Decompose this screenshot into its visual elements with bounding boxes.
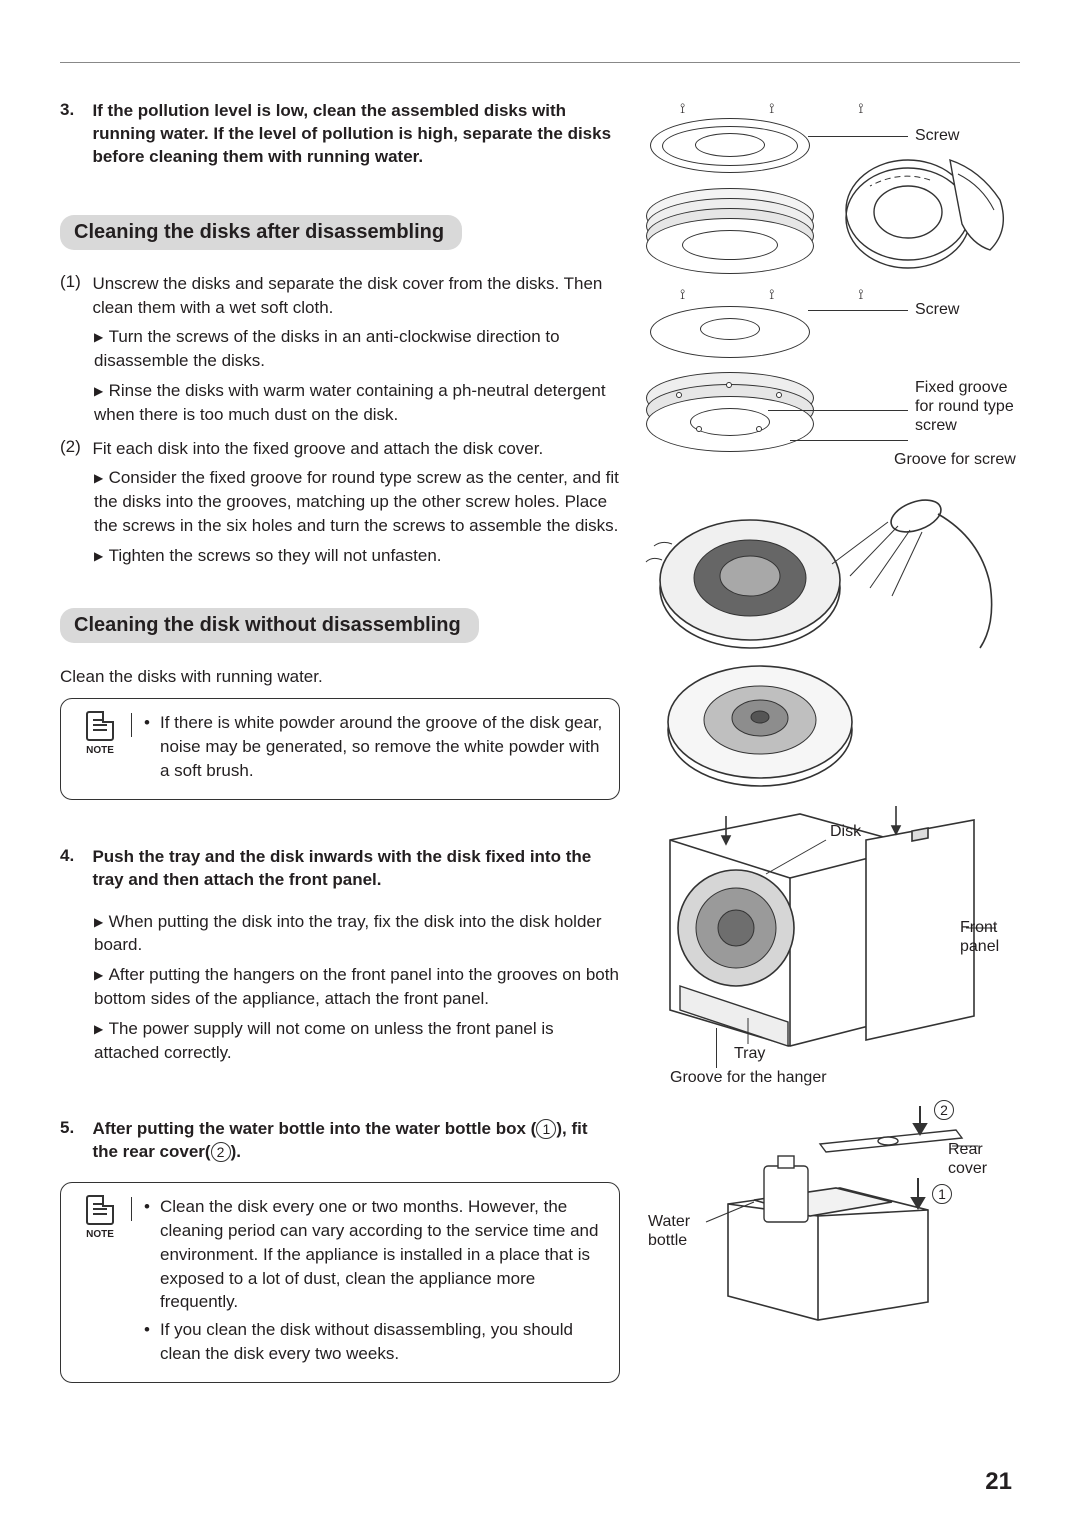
note-1-text: If there is white powder around the groo…: [160, 711, 603, 782]
substep-1-marker: (1): [60, 272, 88, 292]
note-label: NOTE: [73, 1229, 127, 1240]
note-icon: NOTE: [73, 711, 127, 756]
note-glyph-icon: [86, 1195, 114, 1225]
bullet: When putting the disk into the tray, fix…: [94, 910, 620, 958]
step-5: 5. After putting the water bottle into t…: [60, 1118, 620, 1164]
bullet: Rinse the disks with warm water containi…: [94, 379, 620, 427]
substep-1-text: Unscrew the disks and separate the disk …: [92, 272, 612, 320]
illus-exploded-mid: ⟟ ⟟ ⟟ Screw Fixed groove for round type …: [640, 292, 1020, 482]
step-4: 4. Push the tray and the disk inwards wi…: [60, 846, 620, 892]
label-tray: Tray: [734, 1044, 765, 1063]
label-screw-2: Screw: [915, 300, 959, 319]
step-4-text: Push the tray and the disk inwards with …: [92, 846, 614, 892]
bullet: Turn the screws of the disks in an anti-…: [94, 325, 620, 373]
label-water-bottle: Water bottle: [648, 1212, 708, 1250]
label-disk: Disk: [830, 822, 861, 841]
text-column: 3. If the pollution level is low, clean …: [60, 100, 620, 1407]
step-5-suf: ).: [231, 1142, 241, 1161]
substep-2-details: Consider the fixed groove for round type…: [60, 466, 620, 567]
page-number: 21: [985, 1468, 1012, 1496]
substep-1-details: Turn the screws of the disks in an anti-…: [60, 325, 620, 426]
circled-2-fig: 2: [934, 1100, 954, 1120]
heading-without-disassembling: Cleaning the disk without disassembling: [60, 608, 479, 643]
step-3-marker: 3.: [60, 100, 88, 120]
step-3: 3. If the pollution level is low, clean …: [60, 100, 620, 169]
step-3-text: If the pollution level is low, clean the…: [92, 100, 614, 169]
note-2a-text: Clean the disk every one or two months. …: [160, 1195, 603, 1314]
note-2b-text: If you clean the disk without disassembl…: [160, 1318, 603, 1366]
illus-cabinet: Disk Front panel Tray Groove for the han…: [640, 800, 1020, 1060]
substep-2: (2) Fit each disk into the fixed groove …: [60, 437, 620, 461]
clean-running-water: Clean the disks with running water.: [60, 665, 620, 689]
label-groove-screw: Groove for screw: [894, 450, 1024, 469]
note-box-1: NOTE If there is white powder around the…: [60, 698, 620, 799]
note-glyph-icon: [86, 711, 114, 741]
label-front-panel: Front panel: [960, 918, 1020, 956]
substep-2-marker: (2): [60, 437, 88, 457]
label-fixed-groove: Fixed groove for round type screw: [915, 378, 1025, 436]
note-box-2: NOTE Clean the disk every one or two mon…: [60, 1182, 620, 1383]
bullet: After putting the hangers on the front p…: [94, 963, 620, 1011]
label-screw-1: Screw: [915, 126, 959, 145]
step-5-text: After putting the water bottle into the …: [92, 1118, 614, 1164]
illus-exploded-top: ⟟ ⟟ ⟟ Screw: [640, 100, 1020, 290]
bullet: Consider the fixed groove for round type…: [94, 466, 620, 537]
label-rear-cover: Rear cover: [948, 1140, 1020, 1178]
note-sep: [131, 713, 132, 737]
note-sep: [131, 1197, 132, 1221]
illustration-column: ⟟ ⟟ ⟟ Screw ⟟ ⟟ ⟟: [640, 100, 1020, 1420]
circled-2: 2: [211, 1142, 231, 1162]
note-label: NOTE: [73, 745, 127, 756]
illus-bottle: 2 1 Rear cover Water bottle: [640, 1106, 1020, 1326]
step-5-pre: After putting the water bottle into the …: [92, 1119, 536, 1138]
substep-2-text: Fit each disk into the fixed groove and …: [92, 437, 612, 461]
step-4-details: When putting the disk into the tray, fix…: [60, 910, 620, 1065]
illus-disk-plain: [660, 652, 860, 792]
step-4-marker: 4.: [60, 846, 88, 866]
label-groove-hanger: Groove for the hanger: [670, 1068, 827, 1087]
note-2-body: Clean the disk every one or two months. …: [144, 1195, 603, 1370]
heading-disassembling: Cleaning the disks after disassembling: [60, 215, 462, 250]
bullet: Tighten the screws so they will not unfa…: [94, 544, 620, 568]
bullet: The power supply will not come on unless…: [94, 1017, 620, 1065]
substep-1: (1) Unscrew the disks and separate the d…: [60, 272, 620, 320]
step-5-marker: 5.: [60, 1118, 88, 1138]
top-rule: [60, 62, 1020, 63]
note-1-body: If there is white powder around the groo…: [144, 711, 603, 786]
note-icon: NOTE: [73, 1195, 127, 1240]
illus-shower: [640, 490, 1020, 660]
circled-1: 1: [536, 1119, 556, 1139]
circled-1-fig: 1: [932, 1184, 952, 1204]
